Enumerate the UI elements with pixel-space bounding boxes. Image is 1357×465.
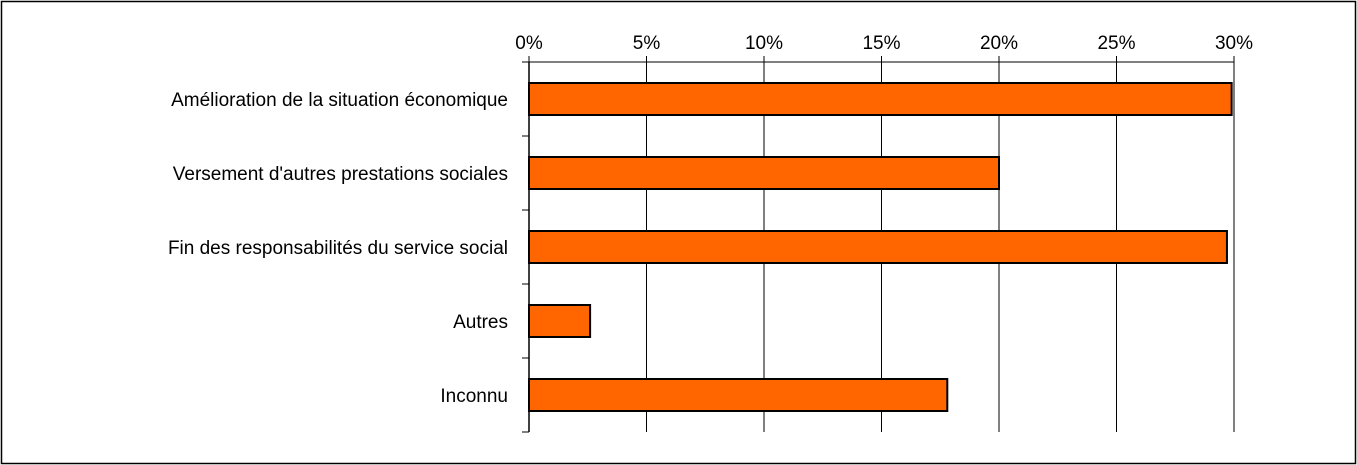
x-tick-label: 15%	[862, 33, 900, 54]
bar	[528, 156, 1000, 190]
x-tick-label: 20%	[980, 33, 1018, 54]
category-label: Inconnu	[440, 386, 508, 407]
x-tick-label: 25%	[1097, 33, 1135, 54]
category-label: Autres	[453, 312, 508, 333]
x-tick-label: 30%	[1215, 33, 1253, 54]
category-label: Amélioration de la situation économique	[171, 90, 508, 111]
category-label: Versement d'autres prestations sociales	[173, 164, 508, 185]
bar	[528, 230, 1228, 264]
bar	[528, 82, 1233, 116]
x-tick-label: 10%	[745, 33, 783, 54]
category-label: Fin des responsabilités du service socia…	[168, 238, 508, 259]
bar	[528, 304, 592, 338]
x-tick-label: 0%	[515, 33, 543, 54]
x-tick-label: 5%	[633, 33, 661, 54]
bars	[528, 82, 1233, 412]
category-labels: Amélioration de la situation économique V…	[168, 90, 508, 407]
x-tick-labels: 0% 5% 10% 15% 20% 25% 30%	[515, 33, 1253, 54]
bar	[528, 378, 949, 412]
